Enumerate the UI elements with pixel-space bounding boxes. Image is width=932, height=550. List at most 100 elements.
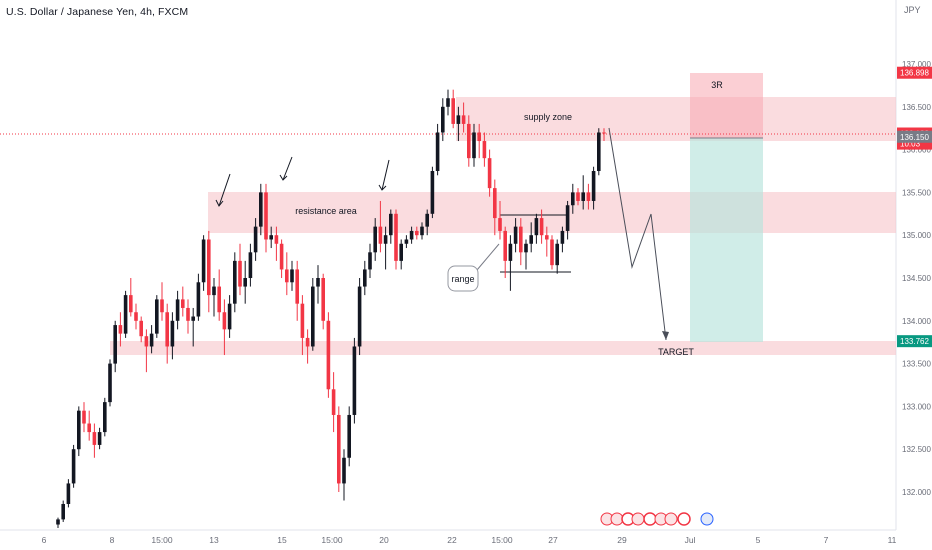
target-zone-rect[interactable]	[110, 341, 896, 355]
candle	[97, 427, 102, 450]
candle	[394, 209, 398, 270]
candle	[253, 218, 258, 261]
resistance-area-rect[interactable]	[208, 192, 896, 233]
candle	[129, 278, 133, 317]
event-flag-icon[interactable]	[664, 512, 678, 526]
candle	[87, 410, 91, 441]
candle	[555, 239, 559, 274]
candle	[420, 222, 424, 240]
candle	[123, 290, 128, 338]
candle	[243, 260, 247, 304]
candle	[144, 329, 149, 373]
economic-events-icons[interactable]	[600, 512, 714, 526]
time-tick-label: 22	[447, 535, 457, 545]
time-tick-label: 13	[209, 535, 219, 545]
candle	[534, 213, 539, 244]
candle	[342, 449, 346, 501]
candle	[467, 115, 471, 167]
candle	[113, 320, 117, 373]
event-flag-icon[interactable]	[700, 512, 714, 526]
candles-group	[56, 89, 606, 528]
candle	[71, 444, 76, 488]
candle	[285, 252, 289, 296]
svg-text:136.898: 136.898	[900, 69, 929, 78]
candle	[550, 235, 554, 270]
candle	[435, 123, 440, 176]
time-tick-label: 5	[756, 535, 761, 545]
candle	[446, 89, 450, 116]
price-tick-label: 132.000	[902, 488, 931, 497]
candle	[139, 316, 143, 343]
candle	[311, 278, 315, 351]
candle	[513, 218, 518, 253]
event-flag-icon[interactable]	[610, 512, 624, 526]
take-profit-area[interactable]	[690, 138, 763, 342]
candle	[326, 312, 331, 398]
candle	[248, 243, 253, 287]
svg-text:10:03: 10:03	[900, 140, 921, 149]
time-tick-label: 27	[548, 535, 558, 545]
candle	[565, 200, 570, 240]
price-tag: 136.898	[897, 66, 932, 79]
price-unit-label: JPY	[904, 5, 921, 15]
candle	[363, 260, 367, 296]
candle	[383, 226, 388, 270]
time-tick-label: 20	[379, 535, 389, 545]
candle	[591, 166, 596, 210]
candle	[586, 183, 591, 210]
event-flag-icon[interactable]	[631, 512, 645, 526]
candle	[571, 183, 575, 214]
candle	[498, 200, 502, 240]
target-label: TARGET	[658, 347, 694, 357]
candle	[269, 226, 273, 249]
candle	[186, 299, 190, 334]
range-box[interactable]	[500, 214, 571, 273]
time-tick-label: 6	[42, 535, 47, 545]
time-tick-label: 29	[617, 535, 627, 545]
candle	[482, 132, 487, 167]
candle	[175, 290, 180, 330]
candle	[581, 175, 585, 210]
candle	[451, 89, 455, 129]
candle	[264, 183, 268, 253]
candle	[316, 265, 320, 304]
candle	[373, 218, 377, 261]
candle	[56, 517, 60, 528]
candle	[441, 98, 445, 142]
time-tick-label: 8	[110, 535, 115, 545]
candle	[207, 230, 211, 313]
candle	[529, 222, 533, 253]
candle	[487, 149, 492, 197]
candle	[456, 106, 461, 142]
candle	[160, 282, 164, 321]
time-tick-label: 11	[888, 535, 897, 545]
event-flag-icon[interactable]	[643, 512, 657, 526]
candle	[92, 423, 97, 458]
price-tick-label: 134.500	[902, 274, 931, 283]
candle	[461, 102, 466, 133]
candle	[233, 252, 237, 313]
candle	[347, 406, 351, 467]
candle	[493, 179, 497, 236]
candle	[61, 500, 65, 522]
stop-loss-area[interactable]	[690, 73, 763, 138]
time-axis[interactable]: 6 8 15:00 13 15 15:00 20 22 15:00 27 29 Jul 5 7 11	[42, 535, 897, 545]
svg-text:136.150: 136.150	[900, 133, 929, 142]
candle	[191, 307, 195, 347]
candle	[472, 123, 476, 167]
price-axis[interactable]: 137.000 136.500 136.000 135.500 135.000 134.5…	[902, 60, 931, 497]
time-tick-label: 15:00	[491, 535, 513, 545]
range-callout[interactable]: range	[447, 243, 500, 292]
candle	[238, 243, 242, 296]
candle	[212, 278, 216, 317]
candle	[389, 209, 393, 244]
candle	[300, 295, 305, 356]
projection-arrowhead	[662, 331, 669, 340]
price-tag: 136.150	[897, 130, 932, 143]
candle	[477, 123, 481, 159]
candle	[503, 226, 507, 278]
candle	[399, 239, 403, 270]
event-flag-icon[interactable]	[677, 512, 691, 526]
